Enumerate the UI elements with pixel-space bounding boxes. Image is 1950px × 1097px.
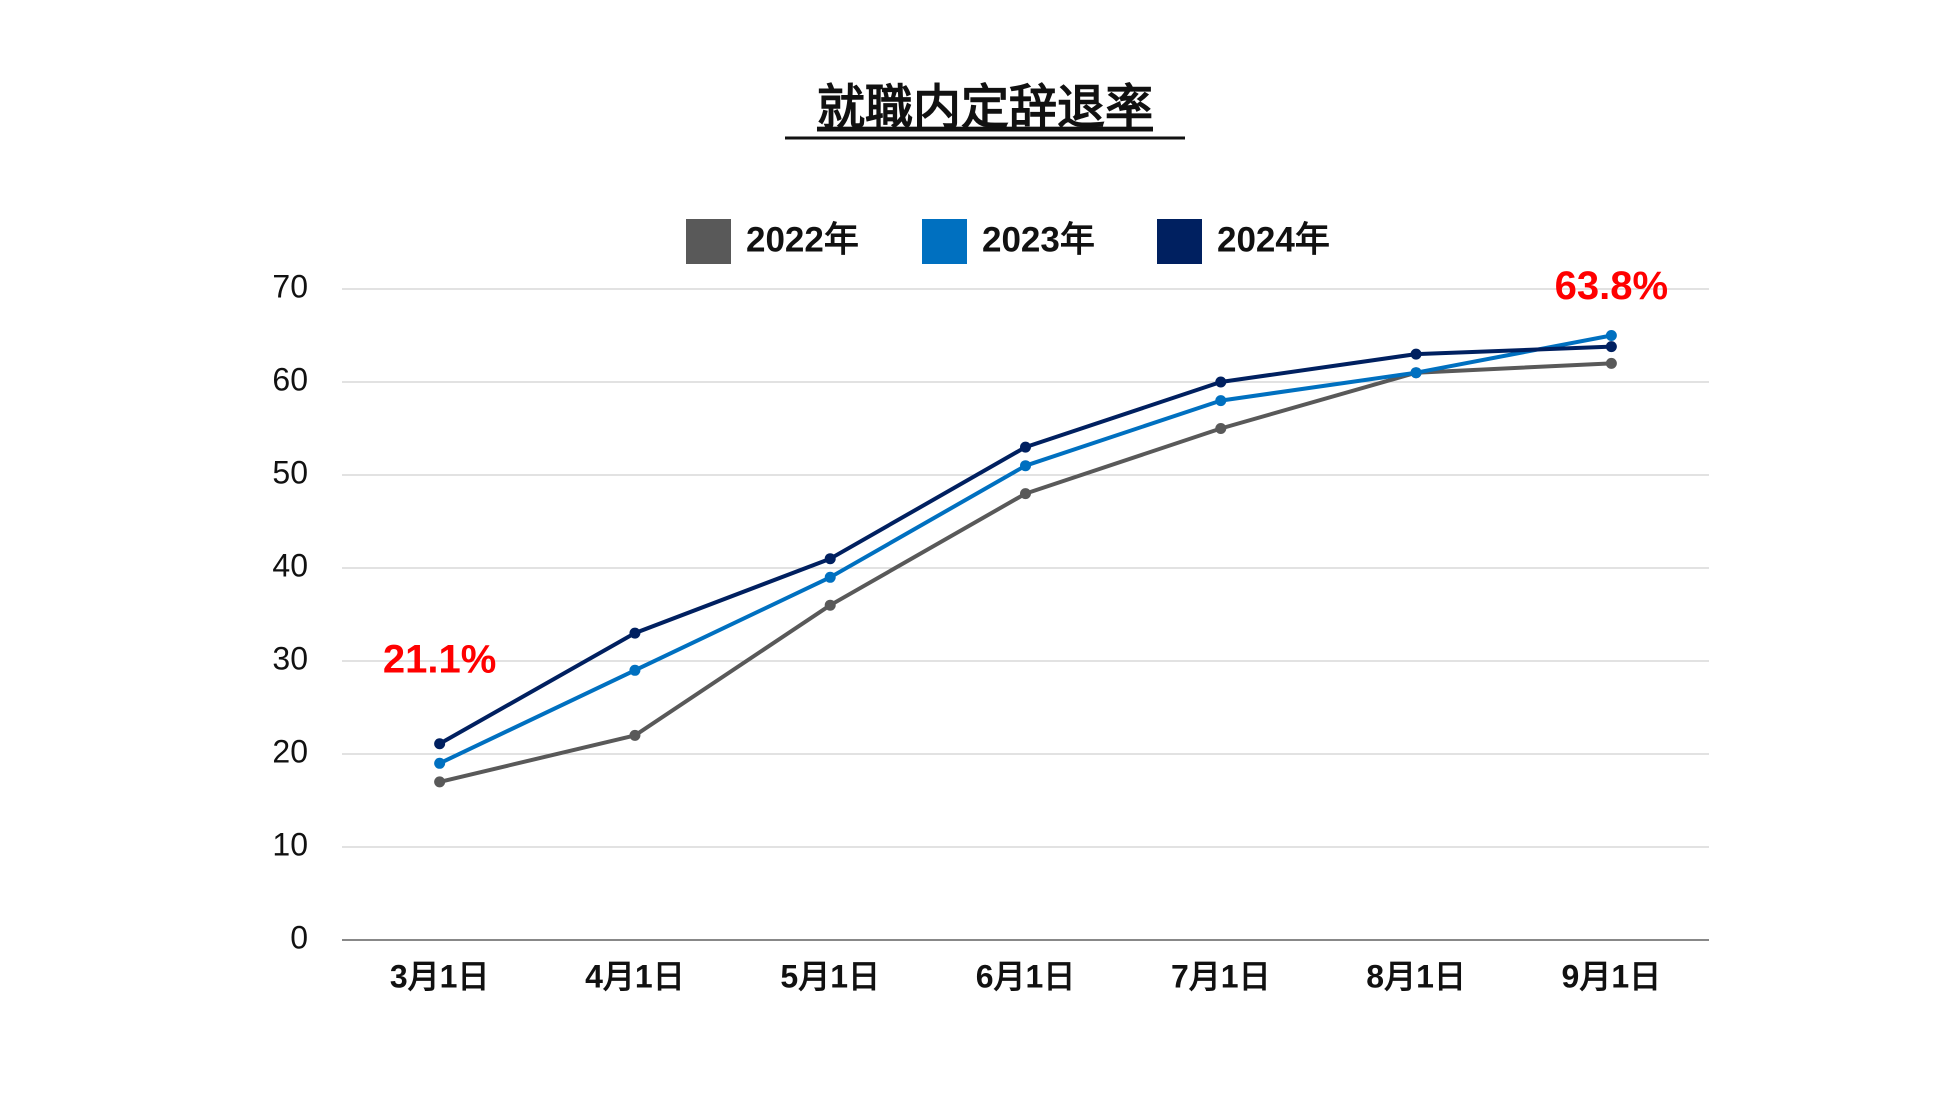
y-tick-label: 40: [272, 547, 308, 583]
data-point: [1410, 367, 1422, 379]
legend-swatch: [922, 219, 967, 264]
data-point: [629, 664, 641, 676]
data-point: [1020, 441, 1031, 453]
data-point: [824, 571, 836, 583]
data-point: [434, 738, 446, 750]
legend-label: 2022年: [746, 220, 859, 259]
data-point: [824, 553, 836, 565]
legend-label: 2023年: [982, 220, 1095, 259]
data-point: [629, 627, 641, 639]
x-tick-label: 9月1日: [1562, 958, 1662, 994]
data-point: [434, 757, 446, 769]
data-point: [1215, 376, 1227, 388]
data-point: [824, 599, 836, 611]
series-line: [438, 344, 1612, 746]
x-tick-label: 8月1日: [1366, 958, 1466, 994]
y-tick-label: 60: [272, 361, 308, 397]
y-tick-label: 50: [272, 454, 308, 490]
series-line: [439, 361, 1612, 784]
x-tick-label: 3月1日: [390, 958, 490, 994]
x-tick-label: 5月1日: [780, 958, 880, 994]
legend-swatch: [686, 219, 731, 264]
chart-title: 就職内定辞退率: [817, 82, 1153, 135]
value-label: 63.8%: [1555, 264, 1668, 308]
data-point: [1605, 357, 1617, 369]
data-point: [1020, 488, 1031, 500]
data-point: [1020, 460, 1031, 472]
y-tick-label: 10: [272, 826, 308, 862]
x-tick-label: 7月1日: [1171, 958, 1271, 994]
y-tick-label: 30: [272, 640, 308, 676]
x-tick-label: 6月1日: [976, 958, 1076, 994]
y-tick-label: 20: [272, 733, 308, 769]
data-point: [1215, 423, 1227, 434]
y-tick-label: 70: [272, 268, 308, 304]
data-point: [434, 776, 446, 788]
x-tick-label: 4月1日: [585, 958, 685, 994]
y-tick-label: 0: [290, 919, 308, 955]
data-point: [629, 729, 641, 741]
value-label: 21.1%: [383, 637, 496, 681]
series-line: [438, 333, 1612, 766]
data-point: [1215, 395, 1227, 407]
legend-label: 2024年: [1217, 220, 1330, 259]
legend-swatch: [1157, 219, 1202, 264]
data-point: [1605, 341, 1617, 353]
data-point: [1605, 330, 1617, 341]
data-point: [1410, 348, 1422, 360]
